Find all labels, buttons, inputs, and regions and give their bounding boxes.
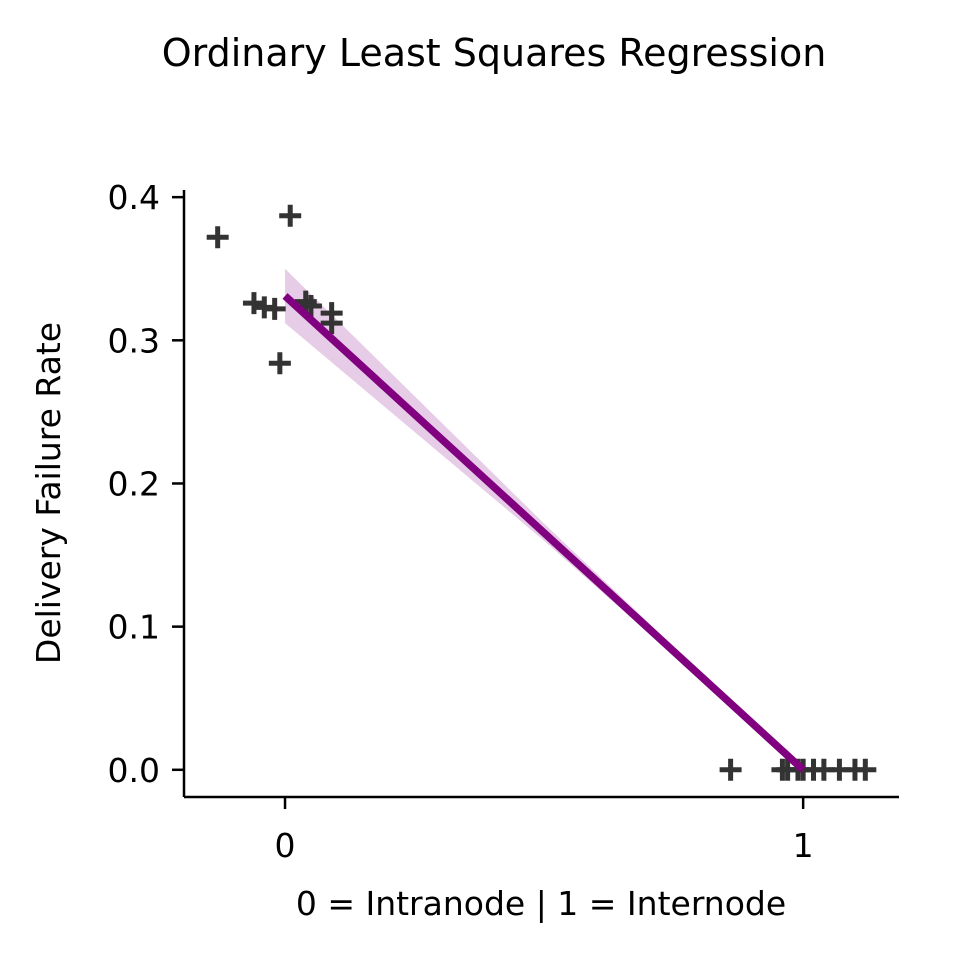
- x-tick-label: 1: [793, 826, 814, 865]
- y-tick-label: 0.4: [108, 178, 160, 217]
- data-point: [206, 226, 229, 249]
- regression-line-layer: [282, 293, 806, 773]
- data-point: [719, 758, 742, 781]
- y-axis-title: Delivery Failure Rate: [29, 322, 68, 664]
- y-tick-label: 0.1: [108, 608, 160, 647]
- data-point: [242, 292, 265, 315]
- x-tick-label: 0: [275, 826, 296, 865]
- data-point: [279, 204, 302, 227]
- data-point: [263, 297, 286, 320]
- y-tick-label: 0.3: [108, 321, 160, 360]
- data-point: [268, 352, 291, 375]
- data-point: [320, 312, 343, 335]
- data-point: [854, 758, 877, 781]
- chart-title: Ordinary Least Squares Regression: [162, 31, 827, 75]
- x-axis-title: 0 = Intranode | 1 = Internode: [296, 884, 786, 923]
- y-ticks-layer: 0.0 0.1 0.2 0.3 0.4: [108, 178, 184, 790]
- y-tick-label: 0.0: [108, 751, 160, 790]
- data-point: [299, 294, 322, 317]
- regression-line: [282, 293, 806, 773]
- data-points-layer: [206, 204, 877, 781]
- y-tick-label: 0.2: [108, 464, 160, 503]
